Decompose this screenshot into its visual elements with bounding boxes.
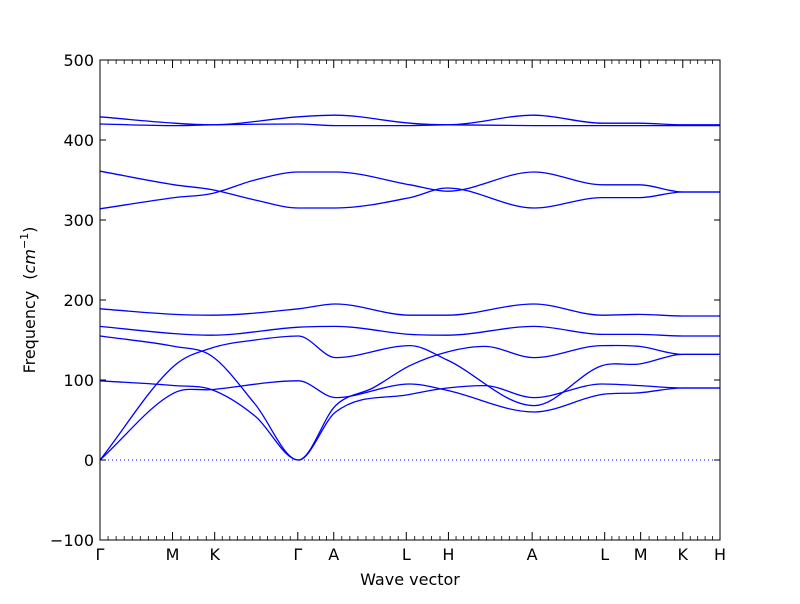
y-tick-label: 0 [84,451,94,470]
y-axis-ticks: −100 0 100 200 300 400 500 [50,51,720,550]
x-tick-label: K [678,545,689,564]
y-axis-unit-close-paren: ) [20,227,39,233]
y-axis-unit-open-paren: ( [20,273,39,279]
band-line-10 [99,114,720,126]
y-axis-label: Frequency (cm−1) [18,227,39,374]
y-tick-label: 200 [63,291,94,310]
band-line-7 [99,171,720,210]
x-tick-label: A [527,545,538,564]
plot-area [99,114,720,461]
y-tick-label: 300 [63,211,94,230]
x-tick-label: H [714,545,726,564]
x-tick-label: Γ [293,545,302,564]
band-line-3 [99,380,720,461]
x-tick-label: L [600,545,609,564]
plot-frame [99,59,721,541]
band-line-4 [99,335,720,461]
x-tick-label: M [166,545,180,564]
y-tick-label: 500 [63,51,94,70]
x-tick-label: H [442,545,454,564]
x-axis-label: Wave vector [360,570,460,589]
band-line-6 [99,303,720,317]
y-tick-label: 100 [63,371,94,390]
y-axis-unit-exponent: −1 [18,233,31,249]
x-tick-label: A [328,545,339,564]
y-tick-label: 400 [63,131,94,150]
x-tick-label: Γ [96,545,105,564]
band-line-5 [99,325,720,337]
y-axis-unit: cm [20,249,39,273]
band-line-2 [99,380,720,461]
x-tick-label: M [634,545,648,564]
x-tick-label: L [402,545,411,564]
y-axis-label-text: Frequency [20,291,39,374]
x-tick-label: K [209,545,220,564]
band-line-8 [99,170,720,209]
band-line-1 [99,335,720,461]
y-tick-label: −100 [50,531,94,550]
minor-ticks [107,60,713,540]
